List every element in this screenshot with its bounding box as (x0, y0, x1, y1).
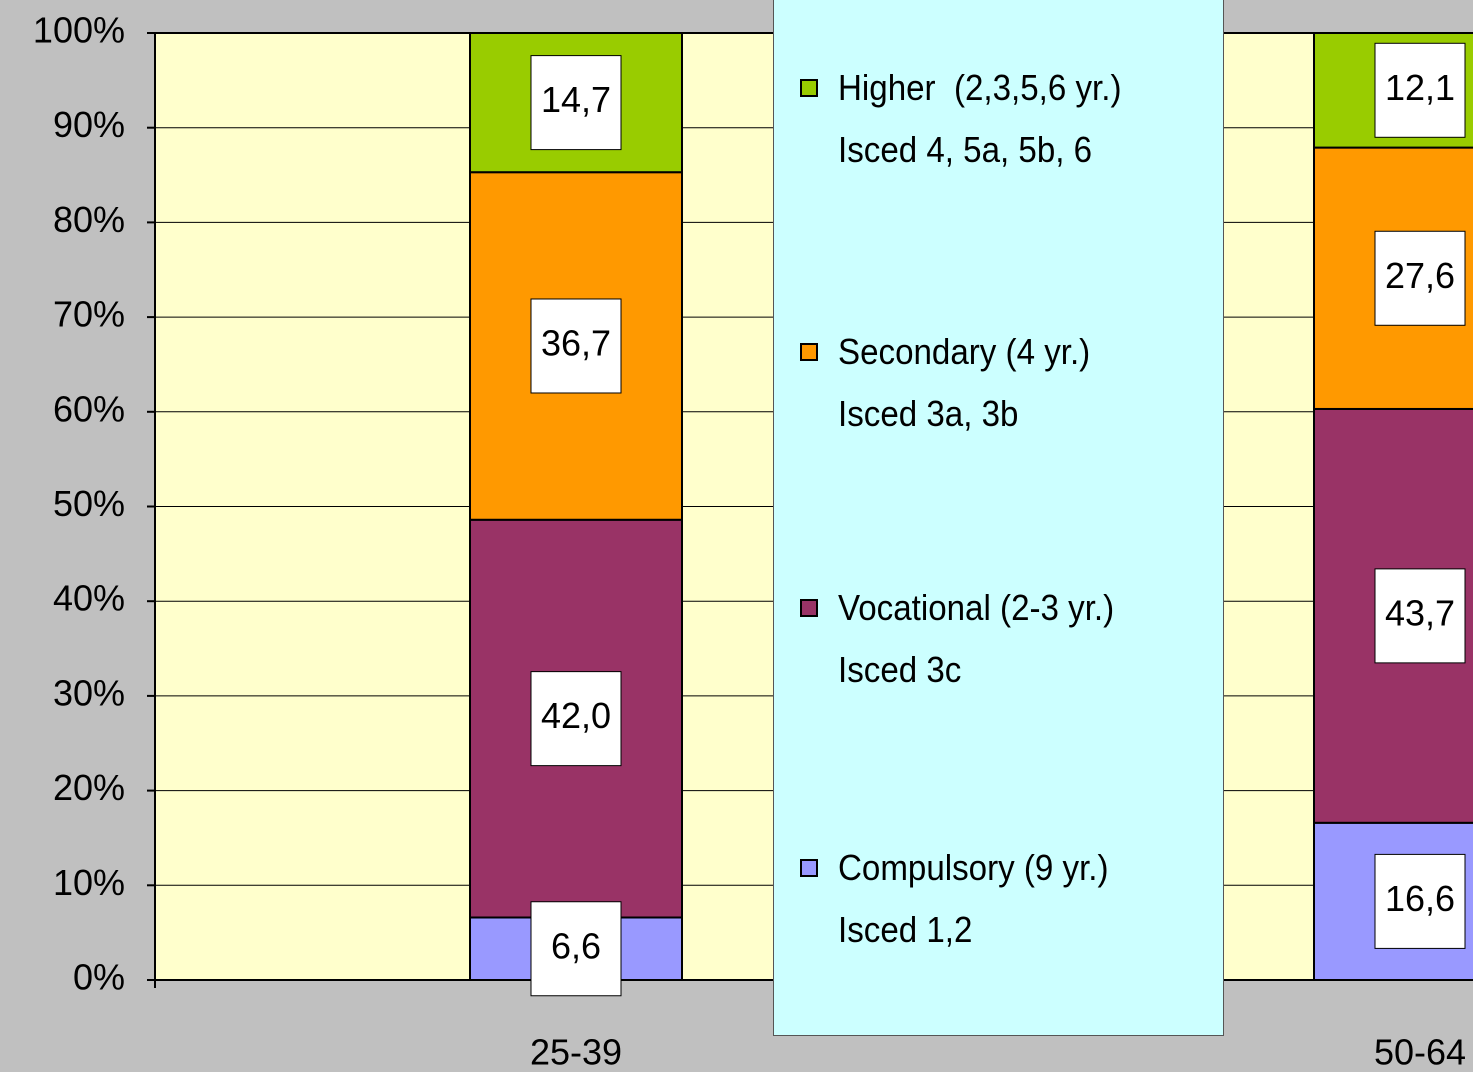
data-label-text: 42,0 (541, 695, 611, 736)
data-label: 27,6 (1374, 230, 1466, 326)
legend-label: Vocational (2-3 yr.) Isced 3c (838, 587, 1115, 690)
data-label-box (530, 55, 622, 151)
y-tick-label: 40% (53, 578, 125, 619)
data-label: 14,7 (530, 55, 622, 151)
data-label: 36,7 (530, 298, 622, 394)
legend-label: Compulsory (9 yr.) Isced 1,2 (838, 847, 1109, 950)
data-label-box (1374, 853, 1466, 949)
data-label-box (530, 298, 622, 394)
y-tick-label: 60% (53, 388, 125, 429)
data-label: 16,6 (1374, 853, 1466, 949)
data-label-text: 14,7 (541, 79, 611, 120)
y-tick-label: 30% (53, 672, 125, 713)
y-tick-label: 100% (33, 10, 125, 51)
y-tick-label: 10% (53, 862, 125, 903)
data-label-text: 43,7 (1385, 592, 1455, 633)
legend-swatch (800, 79, 818, 97)
y-tick-label: 0% (73, 957, 125, 998)
legend-label: Secondary (4 yr.) Isced 3a, 3b (838, 331, 1091, 434)
data-label: 42,0 (530, 671, 622, 767)
legend-swatch (800, 343, 818, 361)
data-label: 43,7 (1374, 568, 1466, 664)
data-label-text: 6,6 (551, 925, 601, 966)
y-tick-label: 20% (53, 767, 125, 808)
data-label-text: 16,6 (1385, 878, 1455, 919)
legend-label: Higher (2,3,5,6 yr.) Isced 4, 5a, 5b, 6 (838, 67, 1122, 170)
x-tick-label: 50-64 (1374, 1032, 1466, 1072)
data-label-box (1374, 568, 1466, 664)
y-tick-label: 50% (53, 483, 125, 524)
y-tick-label: 70% (53, 294, 125, 335)
data-label-text: 12,1 (1385, 67, 1455, 108)
legend-swatch (800, 859, 818, 877)
data-label-box (1374, 42, 1466, 138)
x-tick-label: 25-39 (530, 1032, 622, 1072)
y-tick-label: 90% (53, 104, 125, 145)
legend-swatch (800, 599, 818, 617)
data-label: 12,1 (1374, 42, 1466, 138)
data-label-box (530, 671, 622, 767)
data-label-text: 36,7 (541, 322, 611, 363)
data-label-text: 27,6 (1385, 255, 1455, 296)
y-tick-label: 80% (53, 199, 125, 240)
legend: Compulsory (9 yr.) Isced 1,2 Vocational (… (773, 0, 1224, 1036)
data-label-box (1374, 230, 1466, 326)
data-label: 6,6 (530, 901, 622, 997)
data-label-box (530, 901, 622, 997)
